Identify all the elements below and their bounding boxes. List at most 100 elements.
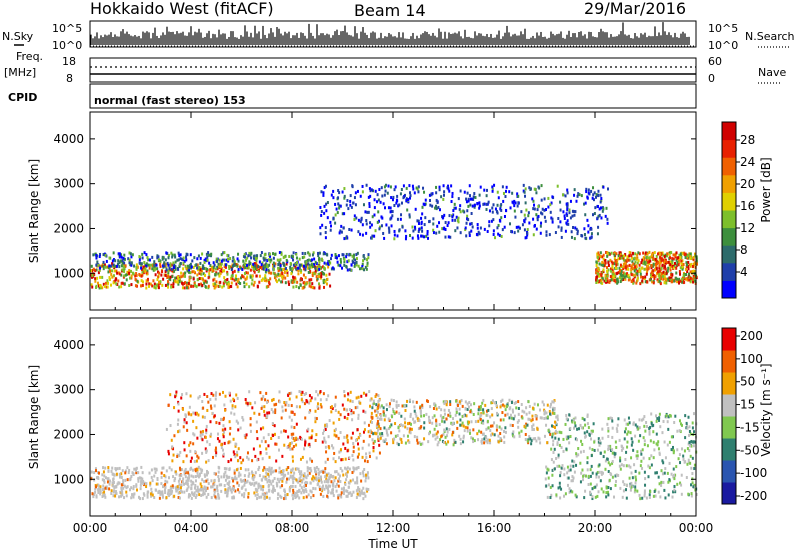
velocity-echo-cell xyxy=(407,439,410,443)
velocity-echo-cell xyxy=(359,493,362,497)
velocity-echo-cell xyxy=(517,412,520,416)
velocity-echo-cell xyxy=(551,411,554,415)
velocity-echo-cell xyxy=(312,475,315,479)
velocity-echo-cell xyxy=(291,476,294,480)
velocity-echo-cell xyxy=(377,399,380,403)
velocity-echo-cell xyxy=(374,394,377,398)
velocity-echo-cell xyxy=(233,477,236,481)
power-echo-cell xyxy=(466,191,469,195)
power-echo-cell xyxy=(646,264,649,268)
velocity-echo-cell xyxy=(125,494,128,498)
velocity-echo-cell xyxy=(321,440,324,444)
power-echo-cell xyxy=(615,261,618,265)
velocity-echo-cell xyxy=(435,407,438,411)
power-echo-cell xyxy=(143,251,146,255)
velocity-echo-cell xyxy=(305,495,308,499)
power-echo-cell xyxy=(258,274,261,278)
power-echo-cell xyxy=(325,273,328,277)
velocity-echo-cell xyxy=(320,469,323,473)
power-echo-cell xyxy=(167,263,170,267)
velocity-echo-cell xyxy=(288,489,291,493)
power-echo-cell xyxy=(373,206,376,210)
velocity-echo-cell xyxy=(470,436,473,440)
power-echo-cell xyxy=(229,265,232,269)
power-echo-cell xyxy=(223,276,226,280)
velocity-echo-cell xyxy=(417,418,420,422)
velocity-echo-cell xyxy=(207,459,210,463)
power-echo-cell xyxy=(300,270,303,274)
velocity-echo-cell xyxy=(182,460,185,464)
power-echo-cell xyxy=(185,281,188,285)
velocity-echo-cell xyxy=(458,400,461,404)
power-echo-cell xyxy=(345,265,348,269)
velocity-echo-cell xyxy=(123,496,126,500)
velocity-echo-cell xyxy=(467,405,470,409)
power-echo-cell xyxy=(508,190,511,194)
power-echo-cell xyxy=(311,271,314,275)
power-echo-cell xyxy=(543,197,546,201)
velocity-echo-cell xyxy=(195,411,198,415)
power-echo-cell xyxy=(441,227,444,231)
velocity-echo-cell xyxy=(466,407,469,411)
power-echo-cell xyxy=(235,282,238,286)
power-echo-cell xyxy=(187,286,190,290)
power-echo-cell xyxy=(485,188,488,192)
velocity-echo-cell xyxy=(264,398,267,402)
velocity-echo-cell xyxy=(297,480,300,484)
velocity-echo-cell xyxy=(111,472,114,476)
power-echo-cell xyxy=(654,262,657,266)
power-echo-cell xyxy=(695,255,698,259)
power-echo-cell xyxy=(186,264,189,268)
power-echo-cell xyxy=(164,258,167,262)
velocity-echo-cell xyxy=(309,495,312,499)
velocity-echo-cell xyxy=(319,398,322,402)
velocity-echo-cell xyxy=(207,400,210,404)
velocity-echo-cell xyxy=(293,438,296,442)
power-echo-cell xyxy=(648,260,651,264)
velocity-echo-cell xyxy=(443,420,446,424)
velocity-echo-cell xyxy=(266,495,269,499)
power-echo-cell xyxy=(612,270,615,274)
velocity-echo-cell xyxy=(127,471,130,475)
power-echo-cell xyxy=(686,269,689,273)
power-echo-cell xyxy=(447,184,450,188)
power-echo-cell xyxy=(587,188,590,192)
colorbar-segment xyxy=(722,122,736,141)
power-echo-cell xyxy=(362,203,365,207)
velocity-echo-cell xyxy=(470,420,473,424)
power-echo-cell xyxy=(670,276,673,280)
power-echo-cell xyxy=(353,264,356,268)
power-echo-cell xyxy=(322,271,325,275)
velocity-echo-cell xyxy=(139,497,142,501)
velocity-echo-cell xyxy=(479,405,482,409)
velocity-echo-cell xyxy=(363,428,366,432)
power-echo-cell xyxy=(99,266,102,270)
power-echo-cell xyxy=(692,280,695,284)
power-echo-cell xyxy=(455,215,458,219)
velocity-echo-cell xyxy=(320,405,323,409)
velocity-echo-cell xyxy=(270,407,273,411)
power-echo-cell xyxy=(643,277,646,281)
velocity-echo-cell xyxy=(249,417,252,421)
power-echo-cell xyxy=(276,280,279,284)
power-echo-cell xyxy=(437,205,440,209)
velocity-echo-cell xyxy=(355,467,358,471)
power-echo-cell xyxy=(326,277,329,281)
velocity-echo-cell xyxy=(351,400,354,404)
power-echo-cell xyxy=(192,284,195,288)
velocity-echo-cell xyxy=(332,457,335,461)
velocity-echo-cell xyxy=(307,493,310,497)
power-echo-cell xyxy=(687,272,690,276)
power-echo-cell xyxy=(236,279,239,283)
power-echo-cell xyxy=(267,268,270,272)
power-echo-cell xyxy=(586,195,589,199)
power-echo-cell xyxy=(658,266,661,270)
power-echo-cell xyxy=(206,258,209,262)
power-echo-cell xyxy=(565,212,568,216)
power-echo-cell xyxy=(381,216,384,220)
velocity-echo-cell xyxy=(372,432,375,436)
velocity-echo-cell xyxy=(489,441,492,445)
velocity-echo-cell xyxy=(317,472,320,476)
velocity-echo-cell xyxy=(524,432,527,436)
power-echo-cell xyxy=(611,267,614,271)
